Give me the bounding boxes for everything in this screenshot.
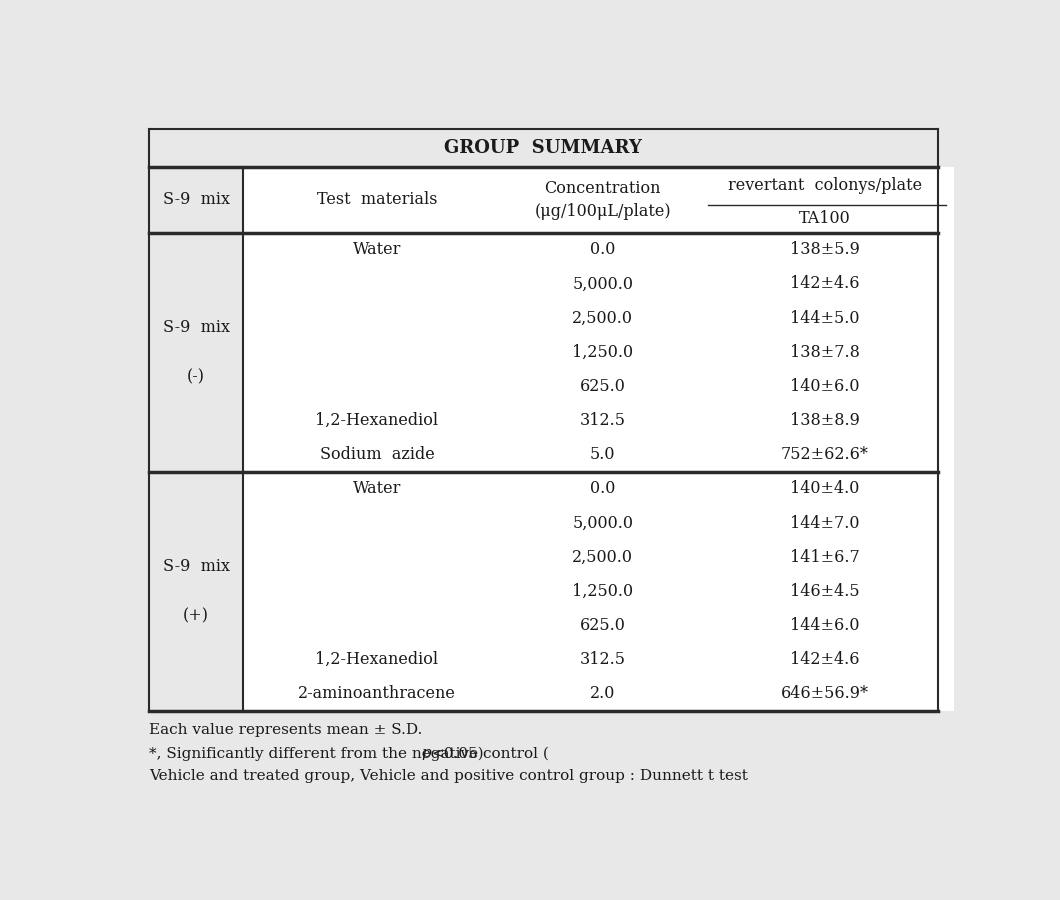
Text: 141±6.7: 141±6.7	[790, 549, 860, 566]
Text: 625.0: 625.0	[580, 617, 625, 634]
Text: p: p	[422, 746, 431, 760]
Bar	[244, 166, 954, 233]
Text: 5.0: 5.0	[590, 446, 616, 464]
Text: 138±7.8: 138±7.8	[790, 344, 860, 361]
Text: 2.0: 2.0	[590, 685, 616, 702]
Text: Each value represents mean ± S.D.: Each value represents mean ± S.D.	[148, 724, 422, 737]
Text: Water: Water	[353, 241, 401, 258]
Text: 0.0: 0.0	[590, 481, 616, 498]
Text: 1,250.0: 1,250.0	[572, 344, 634, 361]
Text: 142±4.6: 142±4.6	[790, 652, 860, 668]
Text: 312.5: 312.5	[580, 412, 625, 429]
Text: 146±4.5: 146±4.5	[790, 583, 860, 600]
Text: S-9  mix

(+): S-9 mix (+)	[162, 558, 230, 625]
Text: 2,500.0: 2,500.0	[572, 549, 633, 566]
Text: 140±6.0: 140±6.0	[790, 378, 860, 395]
Text: 144±6.0: 144±6.0	[790, 617, 860, 634]
Text: Vehicle and treated group, Vehicle and positive control group : Dunnett t test: Vehicle and treated group, Vehicle and p…	[148, 770, 747, 783]
Text: 312.5: 312.5	[580, 652, 625, 668]
Text: 5,000.0: 5,000.0	[572, 515, 633, 532]
Text: 142±4.6: 142±4.6	[790, 275, 860, 292]
Text: 1,250.0: 1,250.0	[572, 583, 634, 600]
Text: 138±5.9: 138±5.9	[790, 241, 860, 258]
Text: 2-aminoanthracene: 2-aminoanthracene	[298, 685, 456, 702]
Text: 5,000.0: 5,000.0	[572, 275, 633, 292]
Text: TA100: TA100	[799, 211, 850, 228]
Text: 0.0: 0.0	[590, 241, 616, 258]
Text: Test  materials: Test materials	[317, 192, 437, 208]
Text: 1,2-Hexanediol: 1,2-Hexanediol	[315, 652, 439, 668]
Text: Concentration
(μg/100μL/plate): Concentration (μg/100μL/plate)	[534, 180, 671, 220]
Text: 646±56.9*: 646±56.9*	[780, 685, 868, 702]
Bar	[148, 129, 937, 711]
Text: Water: Water	[353, 481, 401, 498]
Text: S-9  mix: S-9 mix	[162, 192, 230, 208]
Bar	[244, 233, 954, 711]
Text: 138±8.9: 138±8.9	[790, 412, 860, 429]
Text: revertant  colonys/plate: revertant colonys/plate	[727, 177, 922, 194]
Text: GROUP  SUMMARY: GROUP SUMMARY	[444, 139, 642, 157]
Text: 144±5.0: 144±5.0	[790, 310, 860, 327]
Text: 752±62.6*: 752±62.6*	[780, 446, 868, 464]
Text: *, Significantly different from the negative control (: *, Significantly different from the nega…	[148, 746, 549, 760]
Text: 140±4.0: 140±4.0	[790, 481, 860, 498]
Text: Sodium  azide: Sodium azide	[319, 446, 435, 464]
Text: S-9  mix

(-): S-9 mix (-)	[162, 319, 230, 385]
Text: 625.0: 625.0	[580, 378, 625, 395]
Text: 2,500.0: 2,500.0	[572, 310, 633, 327]
Text: <0.05): <0.05)	[431, 746, 484, 760]
Text: 1,2-Hexanediol: 1,2-Hexanediol	[315, 412, 439, 429]
Text: 144±7.0: 144±7.0	[790, 515, 860, 532]
